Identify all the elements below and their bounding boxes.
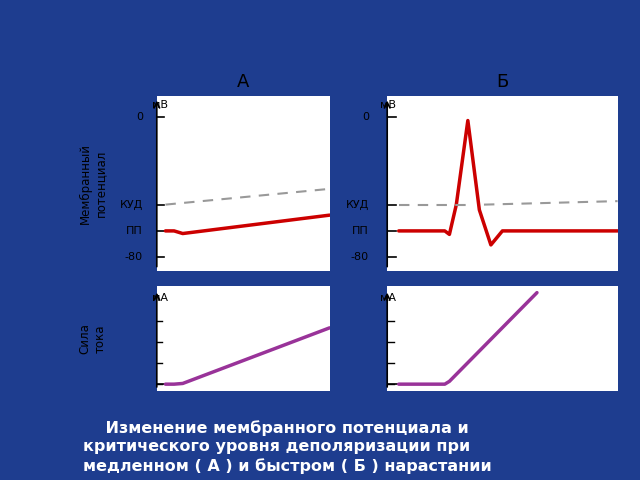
Text: КУД: КУД — [120, 200, 143, 210]
Text: Мембранный
потенциал: Мембранный потенциал — [79, 143, 107, 224]
Text: -80: -80 — [125, 252, 143, 262]
Text: мВ: мВ — [152, 99, 168, 109]
Text: -80: -80 — [351, 252, 369, 262]
Text: Сила
тока: Сила тока — [79, 323, 107, 354]
Text: КУД: КУД — [346, 200, 369, 210]
Text: 0: 0 — [136, 112, 143, 122]
Text: 0: 0 — [362, 112, 369, 122]
Text: мА: мА — [152, 293, 168, 302]
Text: ПП: ПП — [352, 226, 369, 236]
Text: А: А — [237, 73, 250, 91]
Text: Б: Б — [496, 73, 509, 91]
Text: ПП: ПП — [126, 226, 143, 236]
Text: мВ: мВ — [380, 99, 396, 109]
Text: мА: мА — [380, 293, 396, 302]
Text: Изменение мембранного потенциала и
критического уровня деполяризации при
медленн: Изменение мембранного потенциала и крити… — [83, 420, 492, 480]
